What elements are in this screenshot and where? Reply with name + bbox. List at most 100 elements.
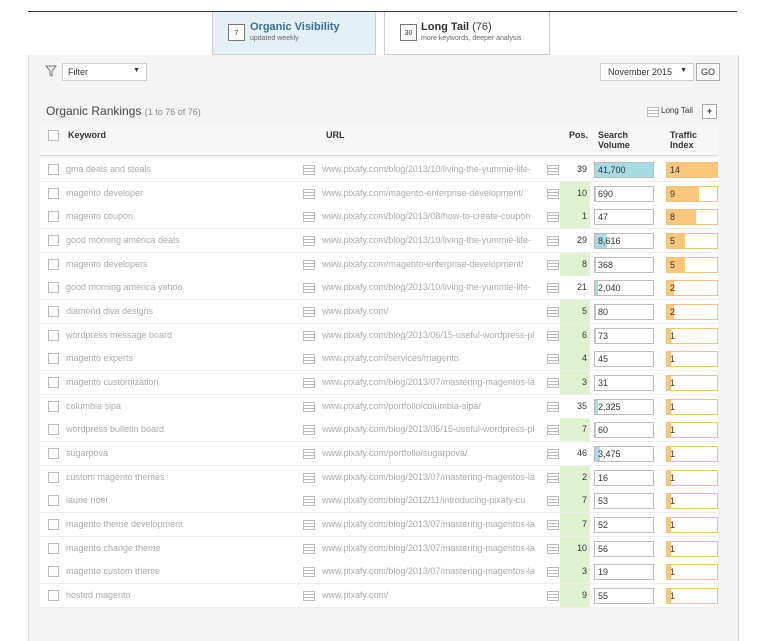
position: 4: [560, 347, 590, 371]
row-icon: [547, 354, 559, 365]
tab-icon: 30: [400, 24, 417, 41]
row-icon: [547, 591, 559, 602]
keyword: magento coupon: [66, 211, 134, 222]
volume-label: 56: [598, 543, 609, 554]
row-checkbox[interactable]: [48, 258, 59, 270]
row-checkbox[interactable]: [48, 400, 59, 412]
add-button[interactable]: +: [702, 104, 717, 119]
traffic-bar: [667, 494, 671, 509]
row-icon: [303, 520, 315, 531]
row-checkbox[interactable]: [48, 211, 59, 223]
filter-select[interactable]: Filter ▼: [62, 63, 147, 81]
row-icon: [303, 449, 315, 460]
volume-label: 73: [598, 330, 609, 341]
table-row: magento developers www.pixafy.com/magento…: [40, 252, 718, 277]
table-row: magento customization www.pixafy.com/blog…: [40, 371, 718, 396]
table-row: gma deals and steals www.pixafy.com/blog/…: [40, 158, 718, 182]
row-icon: [303, 401, 315, 412]
row-checkbox[interactable]: [48, 235, 59, 246]
row-checkbox[interactable]: [48, 329, 59, 341]
traffic-label: 8: [670, 212, 676, 223]
position: 10: [560, 181, 590, 205]
traffic-label: 1: [670, 401, 676, 412]
traffic-label: 1: [670, 378, 676, 389]
select-all[interactable]: [48, 130, 59, 141]
keyword: magento custom theme: [66, 566, 161, 577]
volume-cell: 368: [594, 256, 654, 273]
traffic-cell: 1: [666, 422, 718, 439]
traffic-label: 1: [670, 472, 676, 483]
row-checkbox[interactable]: [48, 448, 59, 460]
row-icon: [303, 472, 315, 483]
month-select[interactable]: November 2015 ▼: [600, 63, 694, 81]
table-row: wordpress message board www.pixafy.com/bl…: [40, 323, 718, 348]
filter-label: Filter: [68, 67, 88, 77]
header-traffic[interactable]: Traffic Index: [670, 130, 698, 150]
traffic-cell: 1: [666, 446, 718, 463]
position: 7: [560, 418, 590, 442]
url: www.pixafy.com/blog/2013/07/mastering-ma…: [322, 471, 535, 482]
volume-cell: 8,616: [594, 233, 654, 249]
position: 6: [560, 323, 590, 347]
row-checkbox[interactable]: [48, 566, 59, 578]
traffic-bar: [667, 376, 671, 391]
traffic-label: 5: [670, 259, 676, 270]
row-checkbox[interactable]: [48, 187, 59, 199]
filter-icon: [45, 65, 57, 77]
traffic-label: 1: [670, 354, 676, 365]
volume-label: 41,700: [598, 165, 626, 175]
traffic-label: 9: [670, 188, 676, 199]
row-checkbox[interactable]: [48, 306, 59, 318]
table-row: columbia sipa www.pixafy.com/portfolio/co…: [40, 394, 718, 419]
row-icon: [303, 188, 315, 199]
tab-title: Long Tail (76): [421, 21, 492, 33]
volume-label: 2,325: [598, 401, 621, 412]
row-checkbox[interactable]: [48, 377, 59, 389]
row-checkbox[interactable]: [48, 471, 59, 483]
volume-label: 690: [598, 188, 614, 199]
url: www.pixafy.com/blog/2013/07/mastering-ma…: [322, 377, 535, 388]
tab-icon: 7: [228, 24, 245, 41]
row-icon: [303, 307, 315, 318]
volume-cell: 690: [594, 185, 654, 202]
volume-bar: [595, 257, 596, 272]
header-pos[interactable]: Pos.: [569, 130, 589, 140]
row-icon: [547, 449, 559, 460]
go-button[interactable]: GO: [696, 63, 720, 81]
volume-label: 52: [598, 520, 609, 531]
long-tail-link[interactable]: Long Tail: [661, 106, 693, 115]
url: www.pixafy.com/magento-enterprise-develo…: [322, 258, 524, 269]
table-row: sugarpova www.pixafy.com/portfolio/sugarp…: [40, 442, 718, 467]
row-checkbox[interactable]: [48, 282, 59, 294]
row-checkbox[interactable]: [48, 590, 59, 602]
table-header: Keyword URL Pos. Search Volume Traffic I…: [40, 125, 718, 156]
row-checkbox[interactable]: [48, 542, 59, 554]
traffic-bar: [667, 305, 675, 320]
table-row: diamond diva designs www.pixafy.com/5 80 2: [40, 300, 718, 325]
row-icon: [303, 425, 315, 436]
tab-long-tail[interactable]: 30 Long Tail (76) more keywords, deeper …: [384, 12, 550, 55]
row-checkbox[interactable]: [48, 519, 59, 531]
traffic-bar: [667, 470, 671, 485]
traffic-cell: 1: [666, 398, 718, 415]
table-row: magento experts www.pixafy.com/services/m…: [40, 347, 718, 372]
traffic-cell: 1: [666, 351, 718, 368]
header-volume[interactable]: Search Volume: [598, 130, 630, 150]
section-title-text: Organic Rankings: [46, 104, 142, 118]
row-checkbox[interactable]: [48, 424, 59, 436]
row-checkbox[interactable]: [48, 164, 59, 175]
volume-label: 8,616: [598, 236, 621, 246]
row-icon: [547, 283, 559, 294]
traffic-bar: [667, 589, 671, 604]
tab-organic-visibility[interactable]: 7 Organic Visibility updated weekly: [212, 12, 376, 55]
volume-cell: 45: [594, 351, 654, 368]
row-checkbox[interactable]: [48, 353, 59, 365]
traffic-bar: [667, 186, 700, 201]
traffic-bar: [667, 423, 671, 438]
header-keyword: Keyword: [68, 130, 107, 140]
row-checkbox[interactable]: [48, 495, 59, 507]
row-icon: [547, 330, 559, 341]
position: 3: [560, 371, 590, 395]
url: www.pixafy.com/portfolio/sugarpova/: [322, 448, 468, 459]
table-row: good morning america yahoo www.pixafy.com…: [40, 276, 718, 301]
